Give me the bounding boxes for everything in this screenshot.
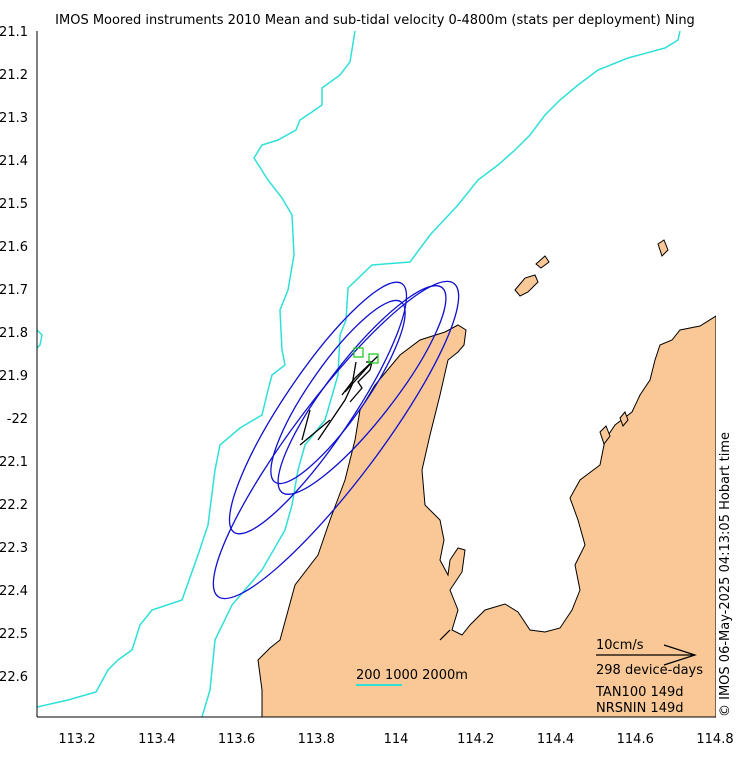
reef-line <box>439 629 451 641</box>
scale-arrow <box>596 644 697 666</box>
station-legend-2: NRSNIN 149d <box>596 701 684 716</box>
y-tick-label: 21.6 <box>0 240 28 255</box>
island <box>514 274 539 297</box>
y-tick-label: 21.1 <box>0 25 28 40</box>
velocity-ellipse <box>212 280 460 600</box>
isobath-2000m <box>37 329 43 349</box>
y-tick-label: 21.8 <box>0 326 28 341</box>
island <box>535 255 550 269</box>
y-tick-label: 22.3 <box>0 541 28 556</box>
scale-label: 10cm/s <box>596 638 644 653</box>
y-tick-label: 22.5 <box>0 627 28 642</box>
y-tick-label: 21.2 <box>0 68 28 83</box>
y-tick-labels: 21.1 21.2 21.3 21.4 21.5 21.6 21.7 21.8 21.9 -22 2… <box>0 25 28 685</box>
y-tick-label: 21.9 <box>0 369 28 384</box>
y-tick-label: 22.4 <box>0 584 28 599</box>
x-tick-label: 114.8 <box>696 732 733 747</box>
x-tick-label: 114 <box>384 732 409 747</box>
island <box>599 425 611 446</box>
isobath-200m <box>37 31 356 708</box>
figure-title: IMOS Moored instruments 2010 Mean and su… <box>55 13 695 28</box>
isobath-1000m <box>201 31 681 717</box>
island <box>619 411 629 427</box>
y-tick-label: 21.4 <box>0 154 28 169</box>
y-tick-label: 22.6 <box>0 670 28 685</box>
x-tick-label: 114.6 <box>617 732 654 747</box>
velocity-ellipse <box>277 285 447 495</box>
station-marker-nrsnin <box>368 353 379 364</box>
island <box>657 239 669 257</box>
y-tick-label: 21.3 <box>0 111 28 126</box>
land-mass <box>257 315 716 717</box>
y-tick-label: 22.2 <box>0 498 28 513</box>
x-tick-label: 113.8 <box>298 732 335 747</box>
y-tick-label: 22.1 <box>0 455 28 470</box>
station-legend-1: TAN100 149d <box>595 685 684 700</box>
y-tick-label: 21.5 <box>0 197 28 212</box>
y-tick-label: -22 <box>7 412 28 427</box>
x-tick-label: 113.2 <box>58 732 95 747</box>
map-plot-area <box>37 31 716 717</box>
station-marker-tan100 <box>353 347 364 358</box>
x-tick-label: 113.4 <box>138 732 175 747</box>
x-tick-label: 113.6 <box>218 732 255 747</box>
x-tick-labels: 113.2 113.4 113.6 113.8 114 114.2 114.4 114.6 11… <box>58 732 733 747</box>
y-tick-label: 21.7 <box>0 283 28 298</box>
device-days-label: 298 device-days <box>596 663 703 678</box>
isobath-legend-label: 200 1000 2000m <box>356 668 468 683</box>
x-tick-label: 114.2 <box>457 732 494 747</box>
velocity-ellipse <box>270 299 406 485</box>
x-tick-label: 114.4 <box>537 732 574 747</box>
credit-text: © IMOS 06-May-2025 04:13:05 Hobart time <box>718 432 733 717</box>
